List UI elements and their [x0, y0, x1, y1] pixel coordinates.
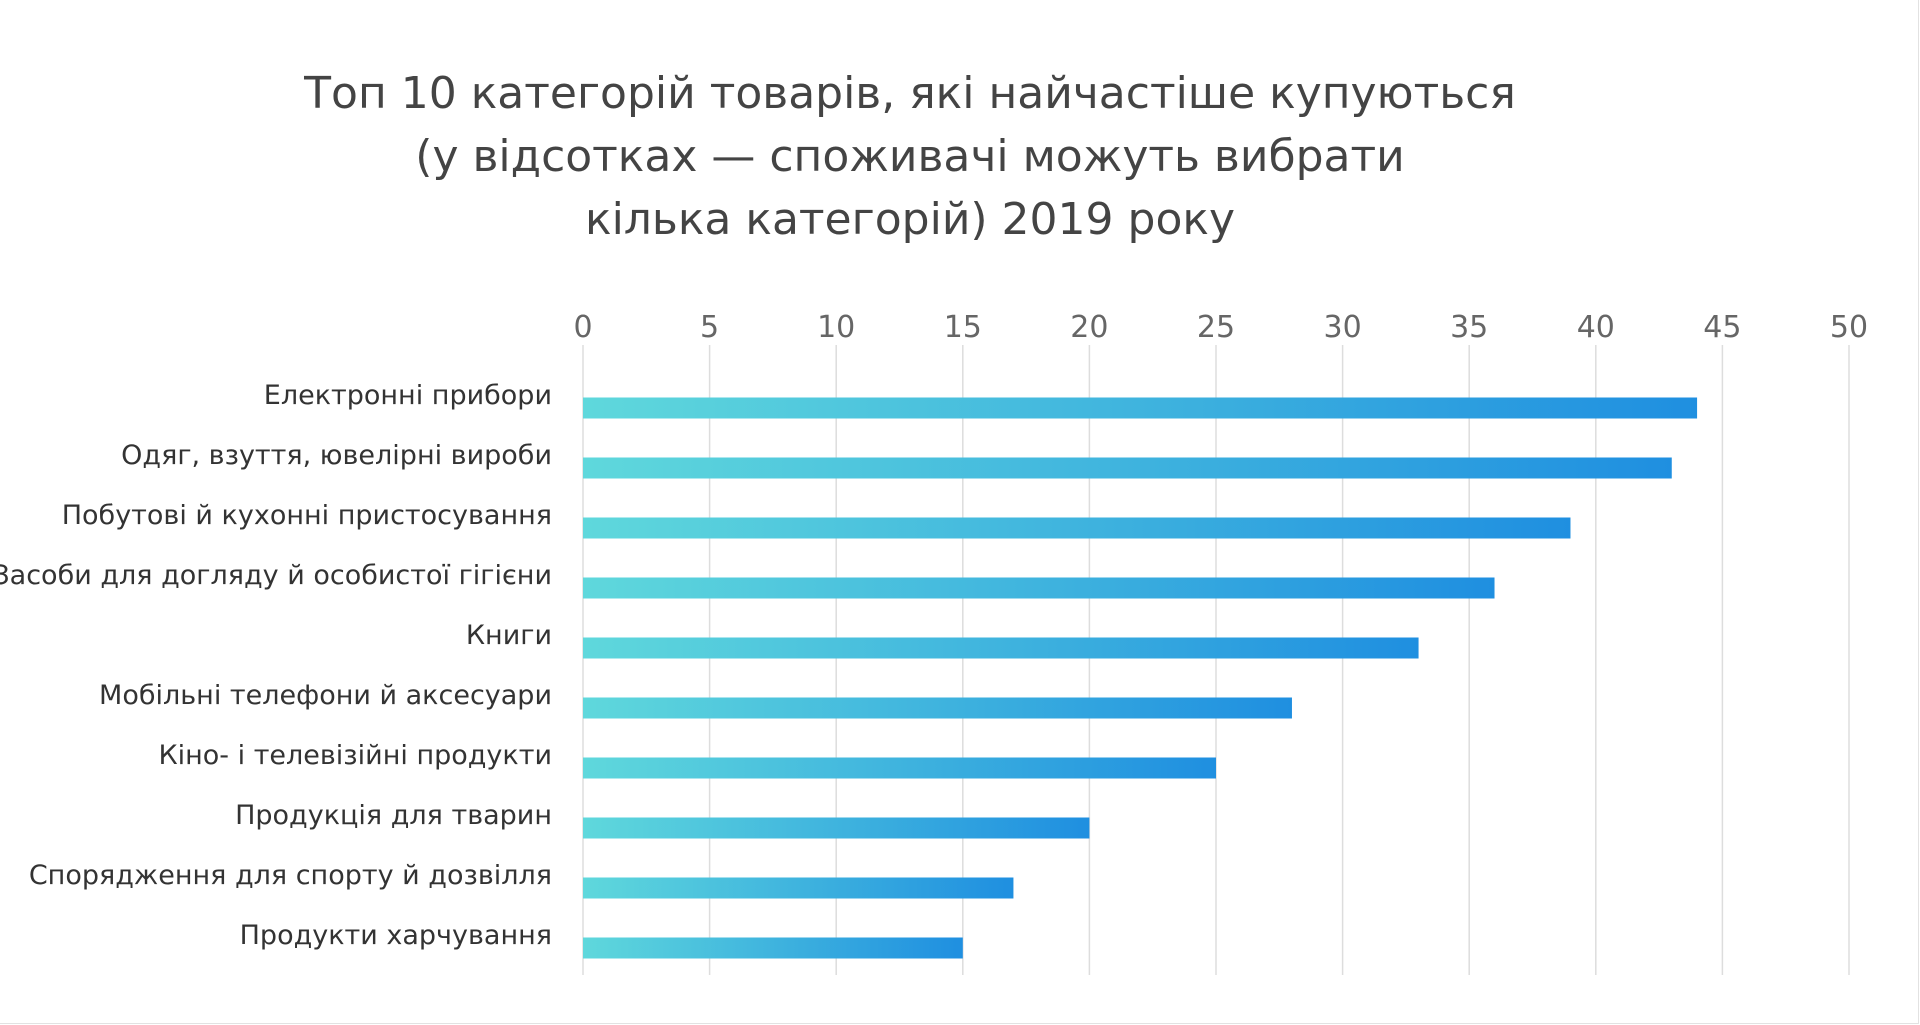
category-label: Одяг, взуття, ювелірні вироби	[121, 440, 552, 471]
x-tick-label: 20	[1070, 310, 1108, 345]
x-tick-label: 5	[700, 310, 719, 345]
x-tick-label: 50	[1830, 310, 1868, 345]
chart-title-line-2: (у відсотках — споживачі можуть вибрати	[415, 131, 1405, 182]
category-label: Продукти харчування	[240, 920, 552, 951]
bar	[583, 877, 1014, 899]
category-label: Кіно- і телевізійні продукти	[158, 740, 552, 771]
x-tick-label: 0	[573, 310, 592, 345]
category-label: Побутові й кухонні пристосування	[62, 500, 552, 531]
bars	[583, 397, 1698, 959]
category-label: Спорядження для спорту й дозвілля	[29, 860, 552, 891]
x-tick-label: 40	[1577, 310, 1615, 345]
chart-title-line-3: кілька категорій) 2019 року	[585, 194, 1235, 245]
bar	[583, 457, 1672, 479]
category-label: Книги	[466, 620, 552, 651]
bar	[583, 397, 1698, 419]
x-tick-label: 10	[817, 310, 855, 345]
category-label: Продукція для тварин	[235, 800, 552, 831]
category-label: Електронні прибори	[264, 380, 552, 411]
bar	[583, 757, 1216, 779]
x-axis-ticks: 0 5 10 15 20 25 30 35 40 45 50	[573, 310, 1868, 345]
category-labels: Електронні прибори Одяг, взуття, ювелірні…	[0, 380, 552, 951]
category-label: Засоби для догляду й особистої гігієни	[0, 560, 552, 591]
bar	[583, 697, 1292, 719]
x-tick-label: 25	[1197, 310, 1235, 345]
x-tick-label: 35	[1450, 310, 1488, 345]
x-tick-label: 15	[944, 310, 982, 345]
bar	[583, 817, 1090, 839]
bar	[583, 637, 1419, 659]
bar	[583, 517, 1571, 539]
chart-title-line-1: Топ 10 категорій товарів, які найчастіше…	[304, 68, 1516, 119]
chart-title: Топ 10 категорій товарів, які найчастіше…	[300, 62, 1520, 251]
bar	[583, 577, 1495, 599]
x-tick-label: 30	[1324, 310, 1362, 345]
gridlines	[582, 345, 1850, 975]
x-tick-label: 45	[1703, 310, 1741, 345]
category-label: Мобільні телефони й аксесуари	[99, 680, 552, 711]
bar	[583, 937, 963, 959]
